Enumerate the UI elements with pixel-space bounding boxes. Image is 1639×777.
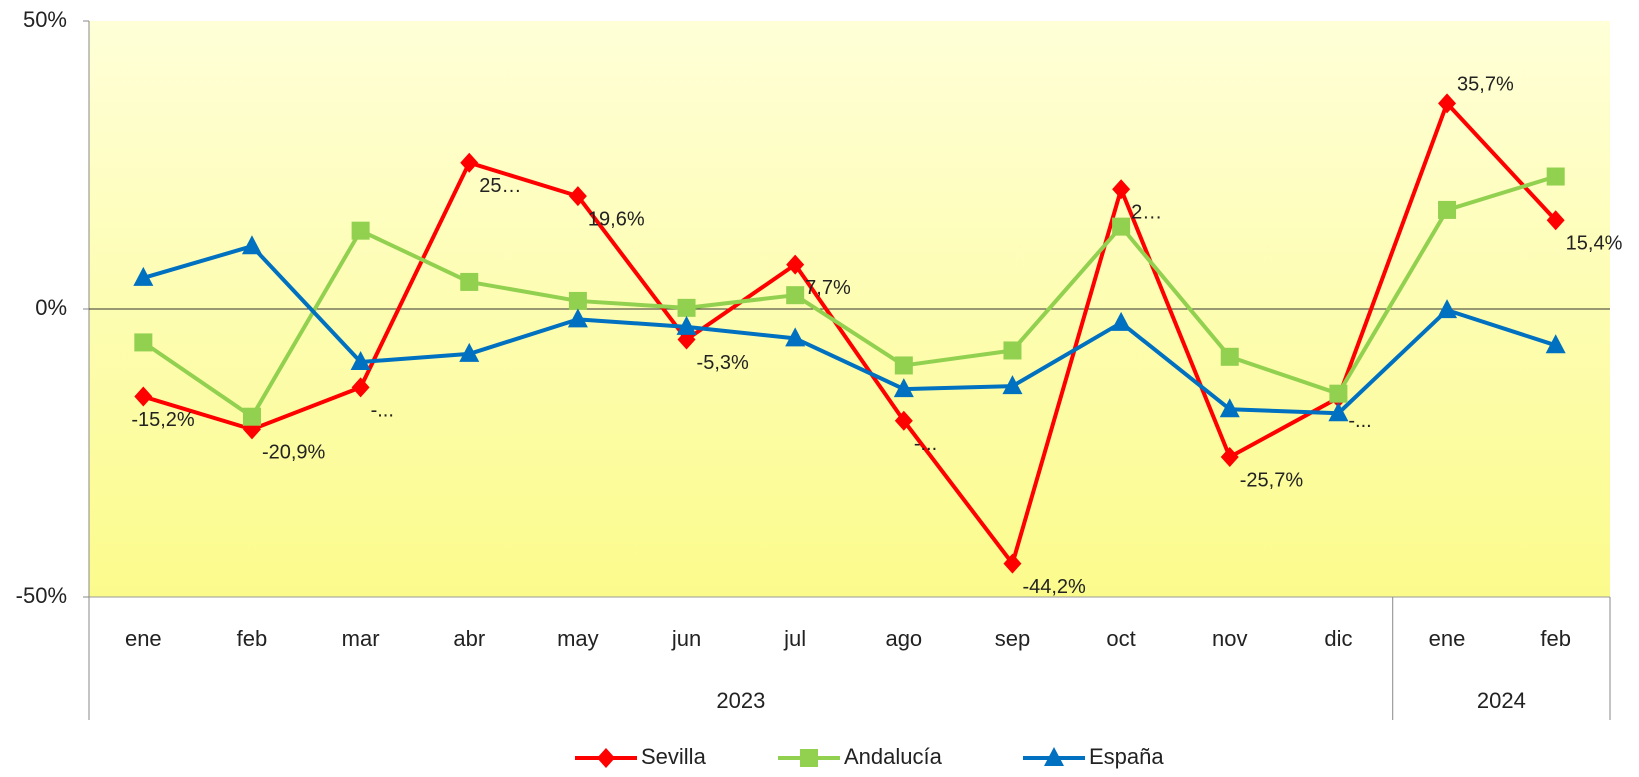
x-tick-label: ago xyxy=(885,626,922,651)
data-label: -... xyxy=(371,400,394,422)
marker xyxy=(677,298,696,317)
data-label: 25… xyxy=(479,175,521,197)
x-tick-label: jun xyxy=(671,626,701,651)
marker xyxy=(893,378,914,398)
marker xyxy=(568,186,587,207)
marker xyxy=(785,327,806,347)
marker xyxy=(1437,299,1458,319)
marker xyxy=(1328,402,1349,422)
marker xyxy=(1438,200,1457,219)
marker xyxy=(1438,93,1457,114)
legend-label: Andalucía xyxy=(844,744,943,769)
x-tick-label: dic xyxy=(1324,626,1352,651)
data-label: 19,6% xyxy=(588,208,645,230)
x-tick-label: ene xyxy=(125,626,162,651)
x-tick-label: feb xyxy=(237,626,268,651)
marker xyxy=(1219,398,1240,418)
marker xyxy=(134,333,153,352)
group-label: 2023 xyxy=(716,688,765,713)
marker xyxy=(894,356,913,375)
marker xyxy=(786,254,805,275)
marker xyxy=(134,386,153,407)
marker xyxy=(567,308,588,328)
marker xyxy=(1546,167,1565,186)
marker xyxy=(1220,347,1239,366)
marker xyxy=(1220,447,1239,468)
data-label: 2… xyxy=(1131,201,1162,223)
marker xyxy=(1044,747,1064,766)
marker xyxy=(1111,311,1132,331)
series-line xyxy=(142,101,1558,566)
data-label: -25,7% xyxy=(1240,469,1304,491)
marker xyxy=(460,152,479,173)
x-tick-label: oct xyxy=(1106,626,1135,651)
marker xyxy=(568,291,587,310)
data-label: -... xyxy=(914,433,937,455)
marker xyxy=(241,235,262,255)
marker xyxy=(1329,384,1348,403)
data-label: -15,2% xyxy=(131,409,195,431)
y-tick-label: 0% xyxy=(35,295,67,320)
series-line xyxy=(142,174,1557,419)
marker xyxy=(242,407,261,426)
x-tick-label: ene xyxy=(1429,626,1466,651)
data-label: -... xyxy=(1348,410,1371,432)
data-label: -5,3% xyxy=(697,352,749,374)
marker xyxy=(1545,334,1566,354)
series-line xyxy=(142,244,1557,416)
data-label: 35,7% xyxy=(1457,74,1514,96)
marker xyxy=(351,221,370,240)
marker xyxy=(1003,341,1022,360)
marker xyxy=(1112,217,1131,236)
y-tick-label: 50% xyxy=(23,7,67,32)
marker xyxy=(350,350,371,370)
group-label: 2024 xyxy=(1477,688,1526,713)
legend-label: Sevilla xyxy=(641,744,707,769)
y-tick-label: -50% xyxy=(16,583,67,608)
marker xyxy=(1002,375,1023,395)
marker xyxy=(459,342,480,362)
x-tick-label: abr xyxy=(453,626,485,651)
marker xyxy=(786,286,805,305)
marker xyxy=(597,748,615,768)
marker xyxy=(1546,210,1565,231)
marker xyxy=(676,315,697,335)
marker xyxy=(1003,553,1022,574)
data-label: -20,9% xyxy=(262,442,326,464)
x-tick-label: may xyxy=(557,626,599,651)
x-tick-label: jul xyxy=(783,626,806,651)
x-tick-label: nov xyxy=(1212,626,1247,651)
marker xyxy=(460,272,479,291)
marker xyxy=(351,377,370,398)
x-tick-label: sep xyxy=(995,626,1030,651)
data-label: -44,2% xyxy=(1022,576,1086,598)
marker xyxy=(894,410,913,431)
data-label: 7,7% xyxy=(805,277,851,299)
x-tick-label: mar xyxy=(342,626,380,651)
data-label: 15,4% xyxy=(1566,233,1623,255)
x-tick-label: feb xyxy=(1540,626,1571,651)
marker xyxy=(133,266,154,286)
legend-label: España xyxy=(1089,744,1164,769)
marker xyxy=(1112,179,1131,200)
marker xyxy=(800,749,818,767)
